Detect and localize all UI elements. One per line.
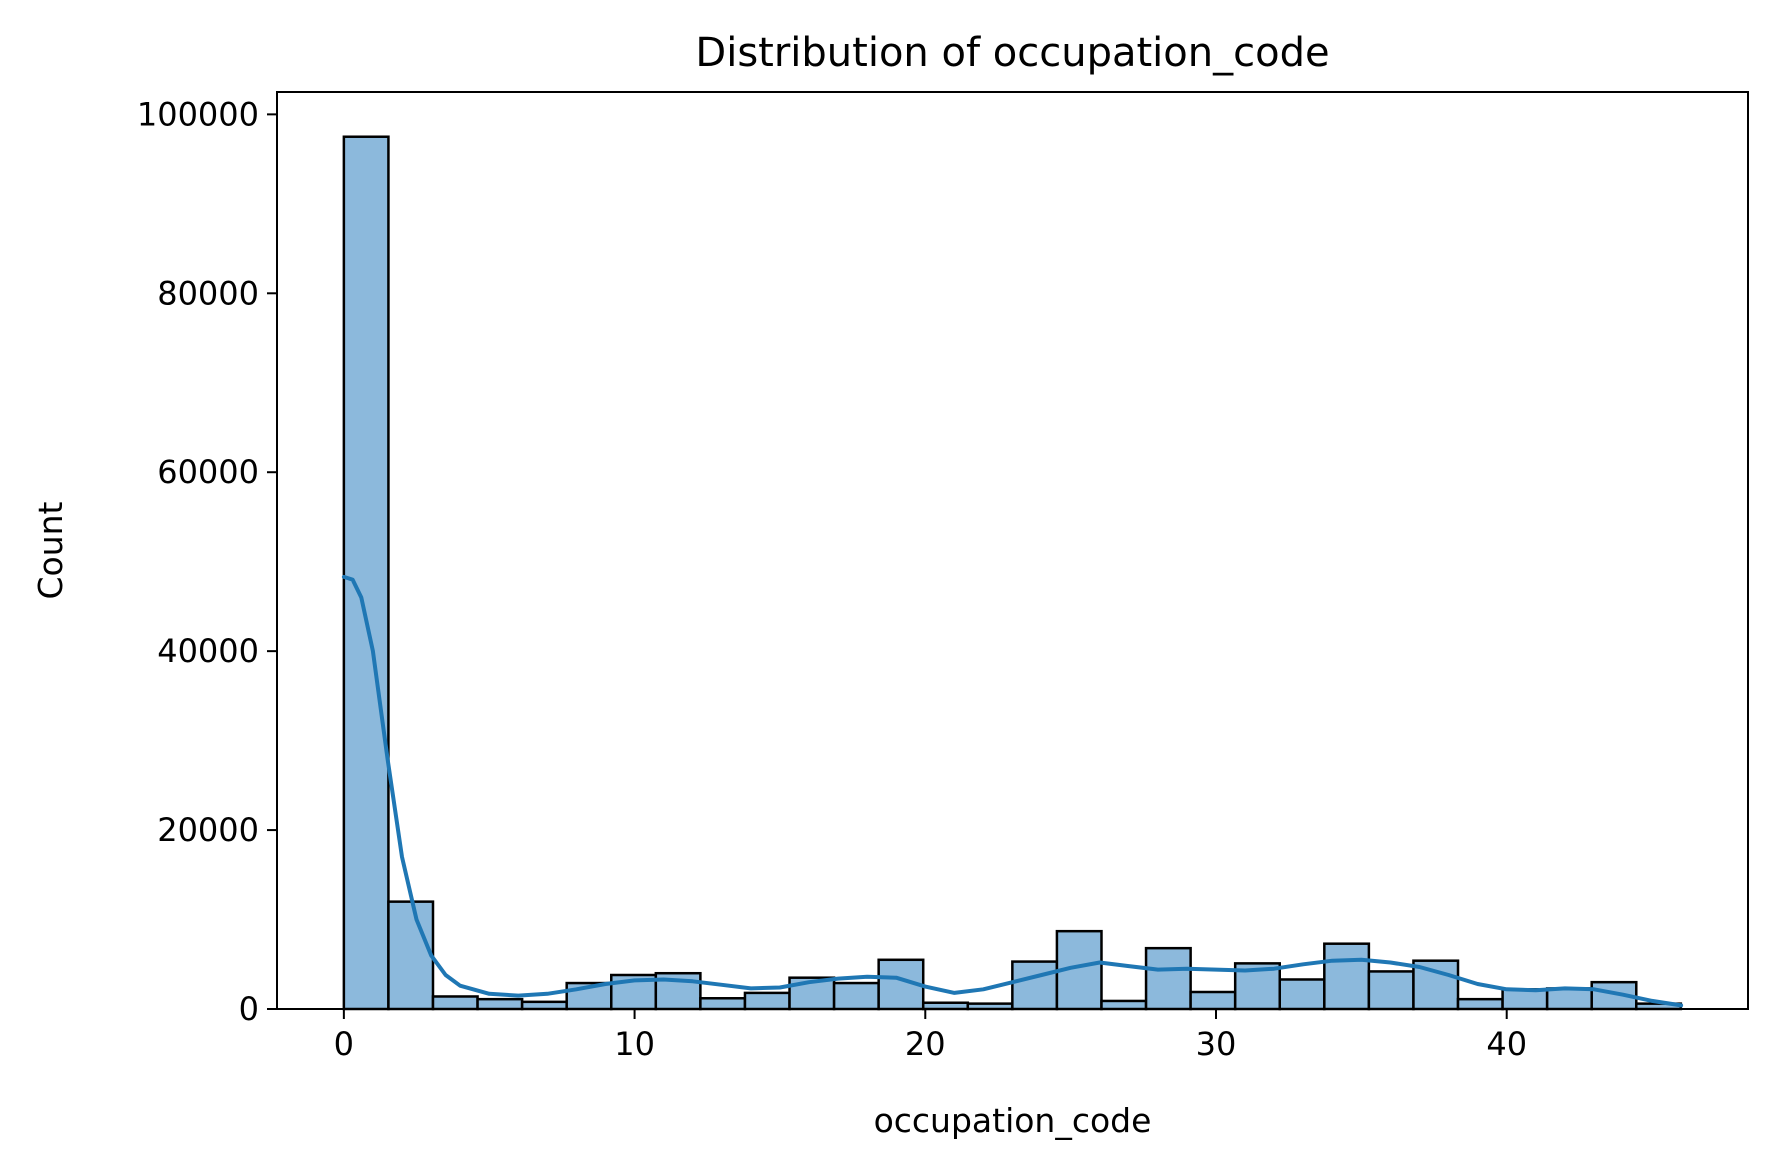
histogram-bar — [342, 135, 390, 1011]
x-tick-label: 30 — [1196, 1025, 1237, 1063]
x-tick-label: 20 — [905, 1025, 946, 1063]
histogram-bar — [1501, 988, 1549, 1011]
histogram-bar — [520, 1000, 568, 1011]
plot-frame — [276, 91, 1749, 1010]
y-tick-label: 80000 — [157, 274, 259, 312]
y-tick-label: 60000 — [157, 453, 259, 491]
y-tick-label: 40000 — [157, 632, 259, 670]
kde-curve-group — [341, 574, 1684, 1008]
chart-title: Distribution of occupation_code — [695, 30, 1329, 76]
histogram-bar — [1100, 999, 1148, 1011]
histogram-bar — [832, 981, 880, 1011]
histogram-bar — [1011, 960, 1059, 1011]
histogram-bar — [1367, 970, 1415, 1011]
y-axis-label: Count — [31, 501, 70, 599]
histogram-bar — [431, 995, 479, 1011]
y-axis-ticks: 0 20000 40000 60000 80000 100000 — [137, 95, 277, 1028]
histogram-bar — [1144, 946, 1192, 1011]
histogram-bar — [1323, 942, 1371, 1011]
x-tick-label: 40 — [1486, 1025, 1527, 1063]
x-tick-label: 0 — [334, 1025, 354, 1063]
x-tick-label: 10 — [614, 1025, 655, 1063]
kde-line — [341, 574, 1684, 1008]
histogram-bar — [1189, 990, 1237, 1011]
x-axis-ticks: 0 10 20 30 40 — [334, 1009, 1527, 1063]
histogram-bars — [342, 135, 1683, 1011]
histogram-bar — [1456, 997, 1504, 1011]
x-axis-label: occupation_code — [874, 1101, 1152, 1140]
histogram-bar — [387, 900, 435, 1011]
histogram-bar — [1545, 987, 1593, 1011]
y-tick-label: 100000 — [137, 95, 259, 133]
y-tick-label: 20000 — [157, 811, 259, 849]
histogram-bar — [699, 997, 747, 1011]
y-tick-label: 0 — [239, 990, 259, 1028]
histogram-bar — [476, 997, 524, 1011]
histogram-bar — [1278, 978, 1326, 1011]
histogram-bar — [743, 991, 791, 1011]
